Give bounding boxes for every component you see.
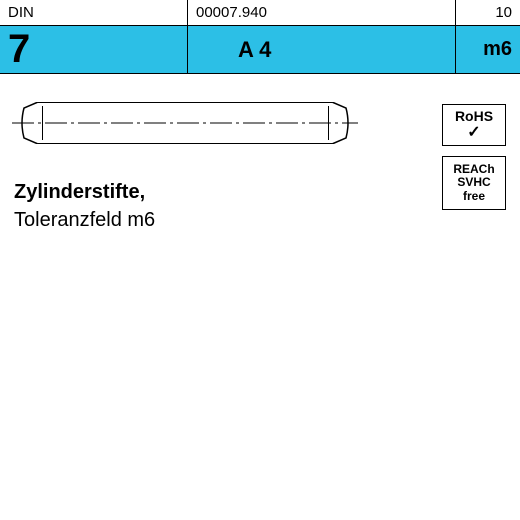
pin-tick-right <box>328 106 329 140</box>
header-row-2: 7 A 4 m6 <box>0 26 520 74</box>
header-tolerance: m6 <box>456 26 520 73</box>
header-din-label: DIN <box>0 0 188 25</box>
rohs-badge: RoHS ✓ <box>442 104 506 146</box>
header-material: A 4 <box>188 26 456 73</box>
header-row-1: DIN 00007.940 10 <box>0 0 520 26</box>
product-title-block: Zylinderstifte, Toleranzfeld m6 <box>14 178 506 234</box>
product-title-line2: Toleranzfeld m6 <box>14 206 506 234</box>
rohs-label: RoHS <box>455 109 493 124</box>
pin-tick-left <box>42 106 43 140</box>
pin-centerline <box>12 122 358 124</box>
pin-diagram <box>20 102 350 144</box>
reach-line3: free <box>463 190 485 203</box>
reach-badge: REACh SVHC free <box>442 156 506 210</box>
reach-line2: SVHC <box>457 176 490 189</box>
product-title-line1: Zylinderstifte, <box>14 178 506 206</box>
header-standard-number: 7 <box>0 26 188 73</box>
header-part-number: 00007.940 <box>188 0 456 25</box>
check-icon: ✓ <box>467 124 480 142</box>
header-right-code: 10 <box>456 0 520 25</box>
